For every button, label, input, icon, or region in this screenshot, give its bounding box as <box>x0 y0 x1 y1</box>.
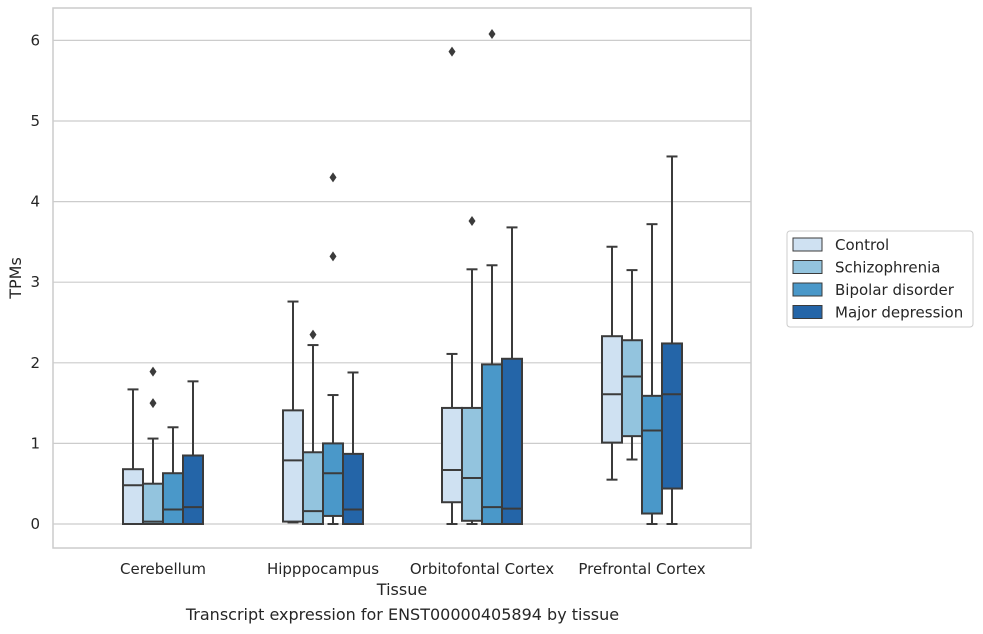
legend-frame <box>786 230 974 328</box>
box-body <box>641 394 663 515</box>
box-body <box>661 342 683 490</box>
x-axis-label: Tissue <box>376 580 427 599</box>
y-tick-label: 6 <box>30 31 40 49</box>
box-group <box>142 366 164 526</box>
legend-swatch <box>792 305 823 319</box>
box-group <box>342 371 364 525</box>
y-tick-label: 5 <box>30 112 40 130</box>
box-group <box>601 245 623 481</box>
outlier-point <box>448 46 456 57</box>
box-group <box>441 46 463 525</box>
box-body <box>461 406 483 522</box>
plot-frame <box>52 7 752 549</box>
legend-label: Major depression <box>835 304 963 322</box>
outlier-point <box>329 172 337 183</box>
legend-label: Schizophrenia <box>835 259 940 277</box>
x-tick-label: Hipppocampus <box>267 560 379 578</box>
box-body <box>601 335 623 444</box>
outlier-point <box>468 215 476 226</box>
chart-caption: Transcript expression for ENST0000040589… <box>185 605 620 624</box>
box-body <box>162 472 184 525</box>
y-tick-label: 3 <box>30 273 40 291</box>
outlier-point <box>149 398 157 409</box>
legend-swatch <box>792 237 823 252</box>
legend-swatch <box>792 282 823 297</box>
box-body <box>501 357 523 525</box>
y-tick-label: 0 <box>30 515 40 533</box>
box-group <box>661 155 683 525</box>
box-body <box>122 468 144 525</box>
outlier-point <box>149 366 157 377</box>
box-group <box>182 380 204 525</box>
x-tick-label: Cerebellum <box>120 560 206 578</box>
box-body <box>322 442 344 517</box>
box-body <box>142 482 164 526</box>
x-tick-label: Prefrontal Cortex <box>578 560 705 578</box>
y-tick-label: 2 <box>30 354 40 372</box>
outlier-point <box>309 329 317 340</box>
box-body <box>182 454 204 525</box>
box-group <box>302 329 324 525</box>
box-group <box>461 215 483 525</box>
x-axis-ticks: Cerebellum Hipppocampus Orbitofontal Corte… <box>120 560 706 578</box>
box-body <box>282 409 304 523</box>
legend: Control Schizophrenia Bipolar disorder Majo… <box>786 230 974 328</box>
box-body <box>441 406 463 504</box>
grid-lines <box>53 39 751 525</box>
box-group <box>122 388 144 525</box>
box-body <box>481 363 503 525</box>
box-body <box>621 339 643 438</box>
y-tick-label: 1 <box>30 434 40 452</box>
outlier-point <box>488 28 496 39</box>
box-group <box>621 269 643 461</box>
box-body <box>342 452 364 525</box>
y-tick-label: 4 <box>30 193 40 211</box>
box-group <box>501 226 523 525</box>
legend-swatch <box>792 260 823 274</box>
y-axis-ticks: 0 1 2 3 4 5 6 <box>30 31 40 533</box>
legend-label: Bipolar disorder <box>835 281 955 299</box>
box-group <box>282 300 304 524</box>
box-body <box>302 451 324 525</box>
box-group <box>641 223 663 525</box>
box-group <box>162 426 184 525</box>
outlier-point <box>329 251 337 262</box>
legend-label: Control <box>835 236 889 254</box>
box-group <box>322 172 344 525</box>
box-group <box>481 28 503 525</box>
x-tick-label: Orbitofontal Cortex <box>410 560 554 578</box>
box-plot-area <box>122 28 683 526</box>
y-axis-label: TPMs <box>6 257 25 300</box>
